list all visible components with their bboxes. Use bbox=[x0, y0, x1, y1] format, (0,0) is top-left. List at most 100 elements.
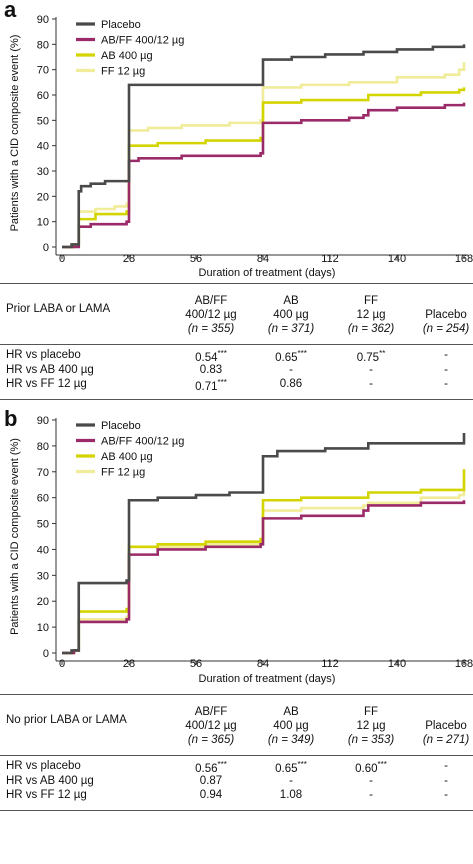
chart-a: 0 10 20 30 40 50 60 70 80 90 0 28 56 84 112 140 168 Durat… bbox=[9, 14, 473, 279]
significance-marker: *** bbox=[297, 349, 307, 358]
cell-value: - bbox=[444, 378, 448, 390]
column-header-n: (n = 271) bbox=[422, 734, 470, 746]
row-header: No prior LABA or LAMA bbox=[6, 714, 127, 726]
x-tick-label: 168 bbox=[455, 253, 473, 265]
table-cell: 0.56*** bbox=[195, 760, 227, 775]
significance-marker: *** bbox=[297, 760, 307, 769]
table-cell: 0.94 bbox=[200, 789, 222, 801]
x-tick-label: 56 bbox=[190, 658, 202, 670]
column-header-line2: 400/12 µg bbox=[185, 309, 237, 321]
cell-value: - bbox=[444, 789, 448, 801]
x-tick-label: 84 bbox=[257, 658, 269, 670]
column-header-n: (n = 349) bbox=[267, 734, 315, 746]
y-tick-label: 70 bbox=[37, 65, 49, 77]
column-header-line2: Placebo bbox=[425, 720, 467, 732]
column-header-n: (n = 355) bbox=[187, 323, 235, 335]
column-header: FF 12 µg (n = 362) bbox=[348, 294, 394, 336]
cell-value: - bbox=[444, 349, 448, 361]
table-cell: - bbox=[289, 775, 293, 787]
y-tick-label: 60 bbox=[37, 90, 49, 102]
y-tick-label: 90 bbox=[37, 14, 49, 26]
column-header-line1: AB/FF bbox=[194, 706, 228, 718]
column-header-n: (n = 254) bbox=[422, 323, 470, 335]
row-label: HR vs placebo bbox=[6, 349, 81, 361]
table-cell: - bbox=[369, 378, 373, 390]
y-tick-label: 40 bbox=[37, 544, 49, 556]
cell-value: - bbox=[444, 363, 448, 376]
legend-label: Placebo bbox=[101, 19, 141, 31]
column-header: AB 400 µg (n = 371) bbox=[268, 294, 314, 336]
column-header-n: (n = 365) bbox=[187, 734, 235, 746]
column-header-line1: AB bbox=[283, 295, 299, 307]
series-line-3 bbox=[62, 62, 466, 249]
y-tick-label: 10 bbox=[37, 622, 49, 634]
column-header-line2: 12 µg bbox=[356, 720, 386, 732]
cell-value: 0.65 bbox=[275, 762, 298, 775]
table-bottom-rule bbox=[0, 398, 473, 400]
cell-value: 0.94 bbox=[199, 789, 223, 801]
table-cell: - bbox=[369, 364, 373, 376]
row-label: HR vs AB 400 µg bbox=[6, 774, 94, 787]
column-header: AB/FF 400/12 µg (n = 365) bbox=[185, 705, 236, 747]
y-tick-label: 80 bbox=[37, 39, 49, 51]
legend-label: Placebo bbox=[101, 420, 141, 432]
x-tick-label: 112 bbox=[321, 253, 339, 265]
table-cell: - bbox=[444, 775, 448, 787]
row-label: HR vs FF 12 µg bbox=[6, 789, 87, 801]
chart-b: 0 10 20 30 40 50 60 70 80 90 0 28 56 84 112 140 168 Durat… bbox=[9, 415, 473, 685]
legend-label: AB 400 µg bbox=[101, 50, 153, 62]
series-line-1 bbox=[62, 500, 466, 655]
cell-value: 0.60 bbox=[355, 762, 378, 775]
cell-value: 0.56 bbox=[195, 762, 218, 775]
table-cell: 0.54*** bbox=[195, 349, 227, 364]
y-tick-label: 90 bbox=[37, 415, 49, 427]
column-header: Placebo (n = 271) bbox=[423, 705, 469, 747]
row-label: HR vs placebo bbox=[6, 760, 81, 772]
x-tick-label: 168 bbox=[455, 658, 473, 670]
legend-label: FF 12 µg bbox=[101, 66, 145, 78]
x-tick-label: 0 bbox=[59, 658, 65, 670]
column-header: AB/FF 400/12 µg (n = 355) bbox=[185, 294, 236, 336]
y-tick-label: 40 bbox=[37, 141, 49, 153]
series-line-0 bbox=[62, 432, 466, 655]
column-header-line1 bbox=[423, 705, 469, 719]
y-tick-label: 30 bbox=[37, 166, 49, 178]
significance-marker: ** bbox=[379, 349, 386, 358]
column-header: AB 400 µg (n = 349) bbox=[268, 705, 314, 747]
significance-marker: *** bbox=[217, 349, 227, 358]
table-a: AB/FF 400/12 µg (n = 355) AB 400 µg (n = 371)… bbox=[0, 283, 473, 400]
series-line-2 bbox=[62, 469, 466, 655]
table-cell: - bbox=[444, 760, 448, 772]
x-tick-label: 140 bbox=[388, 658, 406, 670]
legend-label: AB 400 µg bbox=[101, 451, 153, 463]
column-header-line1: FF bbox=[363, 706, 379, 718]
cell-value: - bbox=[444, 774, 448, 787]
table-cell: 0.65*** bbox=[275, 760, 307, 775]
y-axis-label: Patients with a CID composite event (%) bbox=[9, 438, 21, 635]
cell-value: - bbox=[444, 760, 448, 772]
table-cell: - bbox=[369, 789, 373, 801]
y-tick-label: 50 bbox=[37, 519, 49, 531]
x-tick-label: 56 bbox=[190, 253, 202, 265]
column-header-line2: Placebo bbox=[425, 309, 467, 321]
cell-value: - bbox=[369, 789, 373, 801]
x-tick-label: 0 bbox=[59, 253, 65, 265]
table-cell: 0.87 bbox=[200, 775, 222, 787]
table-cell: 0.75** bbox=[357, 349, 386, 364]
table-cell: - bbox=[444, 364, 448, 376]
cell-value: - bbox=[369, 363, 373, 376]
column-header-line1: AB/FF bbox=[194, 295, 228, 307]
table-mid-rule bbox=[0, 344, 473, 345]
cell-value: - bbox=[289, 774, 293, 787]
column-header-n: (n = 371) bbox=[267, 323, 315, 335]
table-cell: - bbox=[444, 378, 448, 390]
table-cell: - bbox=[444, 789, 448, 801]
table-bottom-rule bbox=[0, 809, 473, 811]
cell-value: 0.54 bbox=[195, 351, 218, 364]
cell-value: 0.87 bbox=[199, 774, 223, 787]
x-axis-label: Duration of treatment (days) bbox=[199, 267, 336, 279]
table-cell: - bbox=[289, 364, 293, 376]
table-top-rule bbox=[0, 694, 473, 695]
column-header-line2: 400 µg bbox=[273, 720, 309, 732]
y-tick-label: 20 bbox=[37, 191, 49, 203]
